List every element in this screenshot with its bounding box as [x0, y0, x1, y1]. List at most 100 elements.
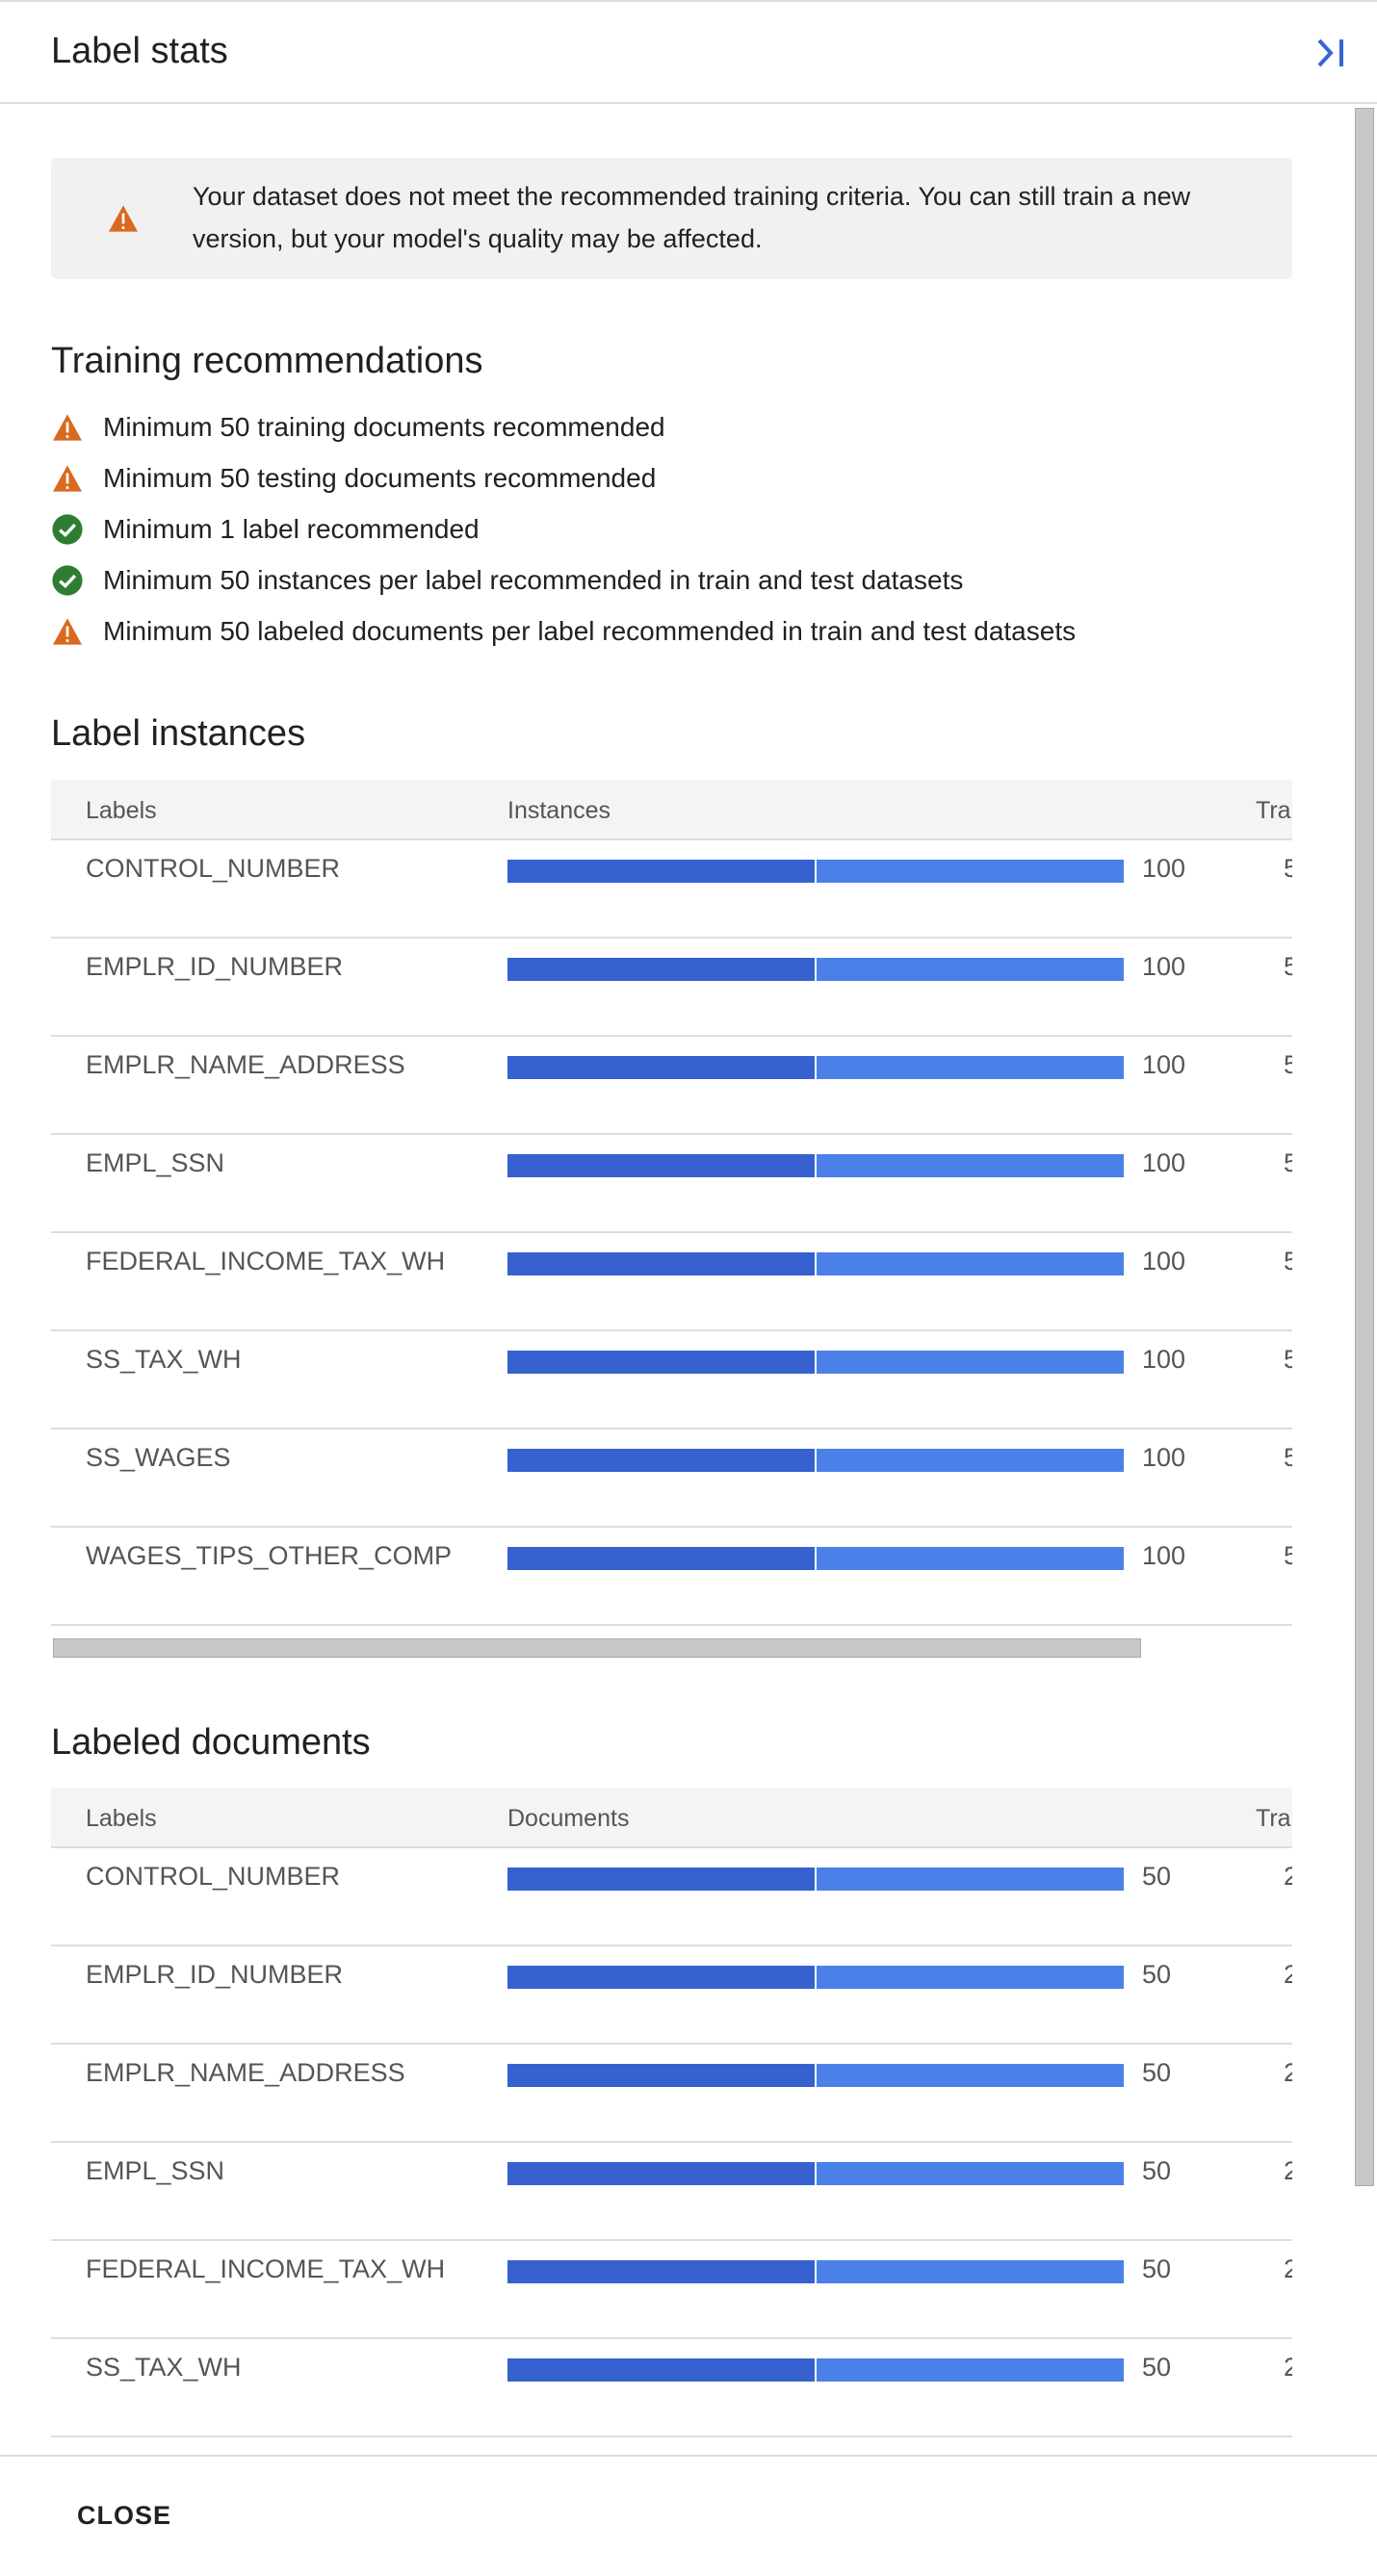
bar-test	[817, 2260, 1124, 2283]
train-count: 5	[1284, 1541, 1292, 1570]
recommendation: Minimum 1 label recommended	[51, 503, 480, 554]
train-count: 25	[1284, 1960, 1292, 1989]
total: 50	[1142, 2156, 1172, 2185]
alert: Your dataset does not meet the recommend…	[51, 158, 1292, 279]
bar-test	[817, 958, 1124, 981]
total: 100	[1142, 1541, 1186, 1570]
train-count: 5	[1284, 1345, 1292, 1374]
total: 100	[1142, 1345, 1186, 1374]
header: Label stats	[0, 0, 1377, 104]
bar-test	[817, 1351, 1124, 1374]
table-row: SS_TAX_WH 100 5	[51, 1331, 1292, 1430]
total: 50	[1142, 1862, 1172, 1891]
table-header: Labels Documents Train	[51, 1788, 1292, 1848]
bar-test	[817, 1966, 1124, 1989]
recommendation: Minimum 50 labeled documents per label r…	[51, 605, 1076, 657]
panel-title: Label stats	[51, 31, 228, 71]
column-header: Documents	[507, 1805, 630, 1832]
label-name: EMPLR_NAME_ADDRESS	[86, 1050, 405, 1079]
bar-train	[507, 860, 815, 883]
label-name: EMPLR_NAME_ADDRESS	[86, 2058, 405, 2087]
train-count: 25	[1284, 2353, 1292, 2382]
bar-test	[817, 1056, 1124, 1079]
column-header: Labels	[86, 1805, 157, 1832]
table-row: EMPL_SSN 50 25	[51, 2143, 1292, 2241]
bar-train	[507, 2260, 815, 2283]
bar-train	[507, 958, 815, 981]
label-name: FEDERAL_INCOME_TAX_WH	[86, 1247, 446, 1275]
section-title: Training recommendations	[51, 341, 483, 381]
label-name: CONTROL_NUMBER	[86, 854, 341, 883]
table-row: EMPLR_ID_NUMBER 100 5	[51, 939, 1292, 1037]
recommendation-text: Minimum 1 label recommended	[103, 513, 480, 544]
total: 100	[1142, 952, 1186, 981]
collapse-button[interactable]	[1315, 35, 1348, 71]
bar-train	[507, 1154, 815, 1177]
table-row: WAGES_TIPS_OTHER_COMP 100 5	[51, 1528, 1292, 1626]
train-count: 5	[1284, 1247, 1292, 1275]
warning-icon	[53, 617, 82, 645]
warning-icon	[53, 413, 82, 441]
train-count: 5	[1284, 854, 1292, 883]
bar-train	[507, 1056, 815, 1079]
bar-test	[817, 860, 1124, 883]
label-name: EMPLR_ID_NUMBER	[86, 1960, 344, 1989]
table-row: FEDERAL_INCOME_TAX_WH 100 5	[51, 1233, 1292, 1331]
bar-test	[817, 1449, 1124, 1472]
label-name: FEDERAL_INCOME_TAX_WH	[86, 2254, 446, 2283]
train-count: 25	[1284, 1862, 1292, 1891]
section-title: Label instances	[51, 713, 306, 754]
check-icon	[52, 564, 83, 596]
label-name: WAGES_TIPS_OTHER_COMP	[86, 1541, 453, 1570]
total: 50	[1142, 1960, 1172, 1989]
bar-train	[507, 1449, 815, 1472]
bar-train	[507, 2064, 815, 2087]
close-button[interactable]: CLOSE	[77, 2501, 172, 2530]
bar-test	[817, 1154, 1124, 1177]
column-header: Train	[1256, 1805, 1292, 1832]
footer: CLOSE	[0, 2455, 1377, 2576]
bar-test	[817, 1868, 1124, 1891]
train-count: 25	[1284, 2156, 1292, 2185]
vertical-scrollbar[interactable]	[1355, 108, 1374, 2186]
train-count: 5	[1284, 1443, 1292, 1472]
bar-train	[507, 1966, 815, 1989]
table-row: FEDERAL_INCOME_TAX_WH 50 25	[51, 2241, 1292, 2339]
bar-train	[507, 1252, 815, 1275]
alert-text: Your dataset does not meet the recommend…	[193, 182, 1191, 253]
table-row: CONTROL_NUMBER 50 25	[51, 1848, 1292, 1946]
warning-icon	[109, 205, 138, 232]
total: 100	[1142, 854, 1186, 883]
label-name: EMPLR_ID_NUMBER	[86, 952, 344, 981]
total: 100	[1142, 1247, 1186, 1275]
train-count: 25	[1284, 2254, 1292, 2283]
train-count: 5	[1284, 952, 1292, 981]
label-name: CONTROL_NUMBER	[86, 1862, 341, 1891]
section-title: Labeled documents	[51, 1722, 371, 1763]
bar-train	[507, 1868, 815, 1891]
recommendation-text: Minimum 50 training documents recommende…	[103, 411, 665, 442]
total: 50	[1142, 2058, 1172, 2087]
total: 50	[1142, 2353, 1172, 2382]
label-name: SS_TAX_WH	[86, 1345, 242, 1374]
train-count: 5	[1284, 1050, 1292, 1079]
total: 100	[1142, 1050, 1186, 1079]
label-name: EMPL_SSN	[86, 1148, 225, 1177]
bar-test	[817, 1547, 1124, 1570]
bar-train	[507, 1547, 815, 1570]
column-header: Labels	[86, 797, 157, 824]
bar-test	[817, 2064, 1124, 2087]
label-instances-table: Labels Instances Tra CONTROL_NUMBER 100 5 EMPL…	[51, 780, 1292, 1626]
recommendation-text: Minimum 50 testing documents recommended	[103, 462, 657, 493]
horizontal-scrollbar[interactable]	[53, 1638, 1141, 1658]
train-count: 5	[1284, 1148, 1292, 1177]
bar-train	[507, 1351, 815, 1374]
table-row: EMPLR_NAME_ADDRESS 100 5	[51, 1037, 1292, 1135]
recommendation: Minimum 50 training documents recommende…	[51, 401, 665, 452]
recommendation-text: Minimum 50 instances per label recommend…	[103, 564, 964, 595]
labeled-documents-table: Labels Documents Train CONTROL_NUMBER 50 25 EM…	[51, 1788, 1292, 2439]
bar-train	[507, 2162, 815, 2185]
total: 100	[1142, 1443, 1186, 1472]
recommendation-text: Minimum 50 labeled documents per label r…	[103, 615, 1077, 646]
recommendation: Minimum 50 testing documents recommended	[51, 452, 656, 503]
